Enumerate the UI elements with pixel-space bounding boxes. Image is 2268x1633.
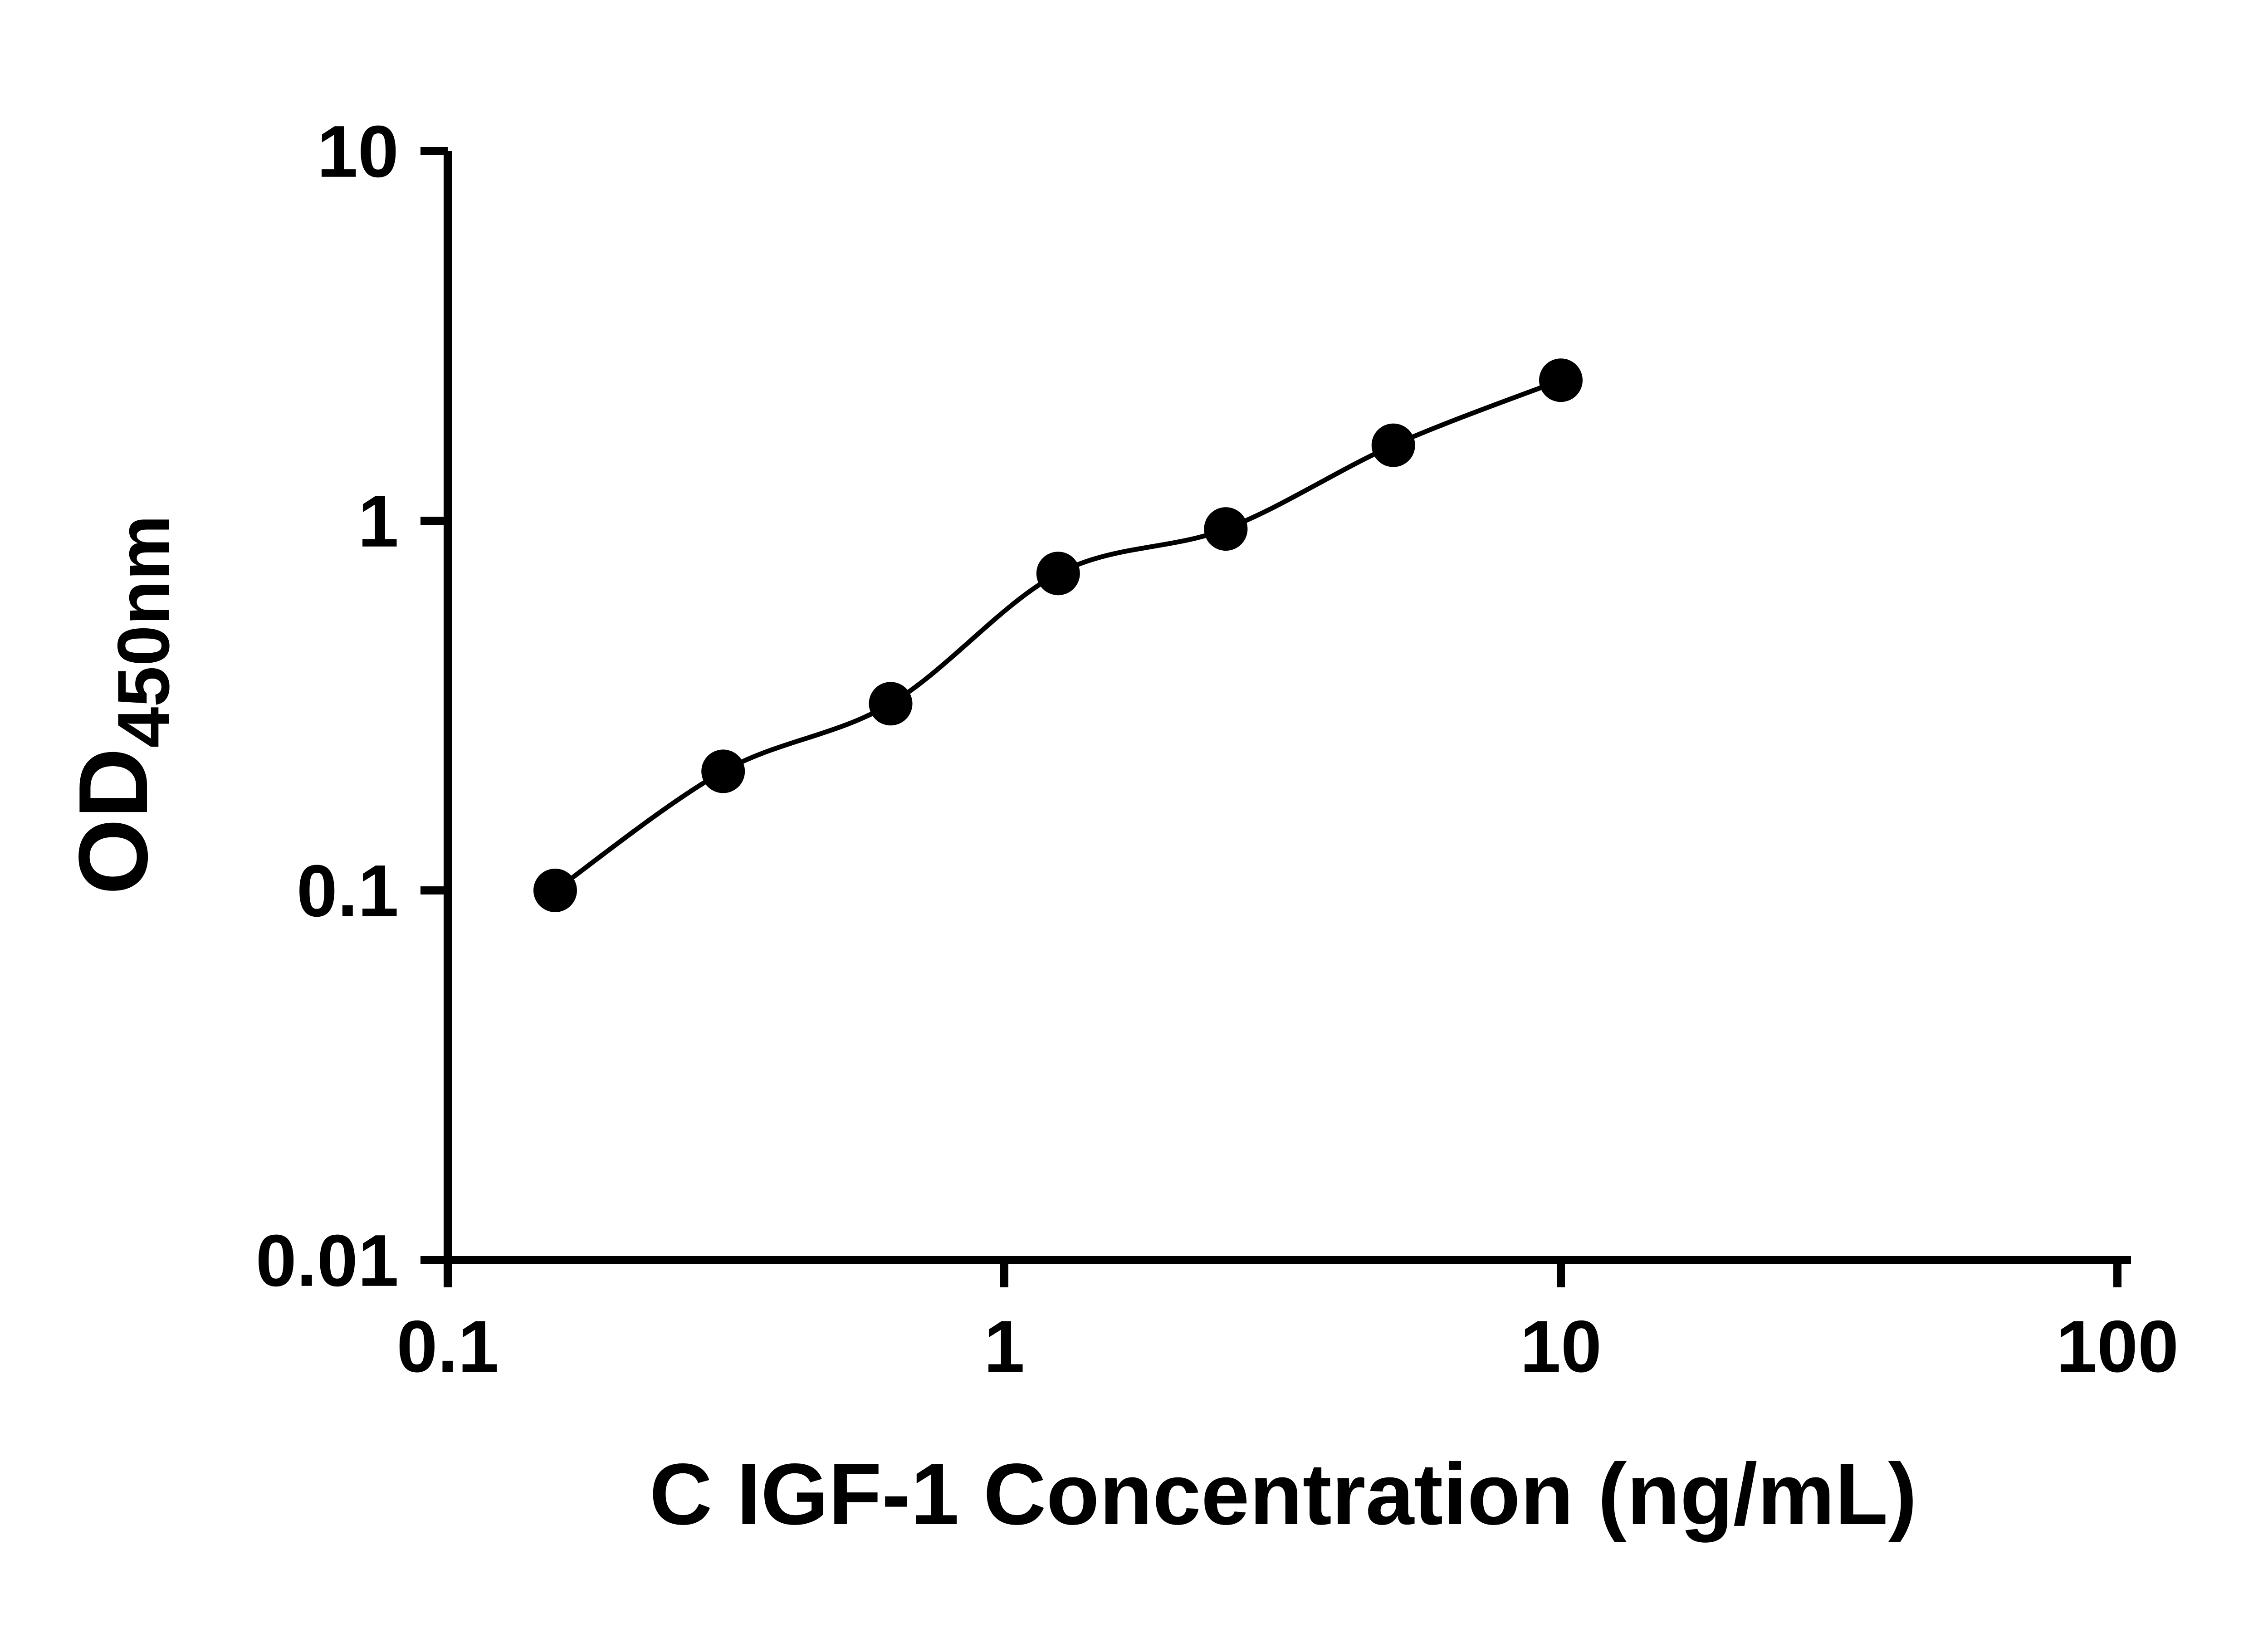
data-point bbox=[701, 749, 745, 793]
axes-line bbox=[444, 151, 2131, 1264]
data-point bbox=[1371, 423, 1415, 467]
data-point bbox=[869, 682, 913, 726]
data-point bbox=[533, 868, 577, 912]
y-tick-label: 10 bbox=[317, 111, 399, 193]
x-tick-label: 10 bbox=[1520, 1305, 1602, 1388]
x-axis-title: C IGF-1 Concentration (ng/mL) bbox=[650, 1445, 1917, 1543]
data-point bbox=[1204, 507, 1248, 551]
x-tick-label: 0.1 bbox=[396, 1305, 499, 1388]
data-points bbox=[533, 358, 1583, 912]
y-axis-title-subscript: 450nm bbox=[103, 515, 185, 748]
y-tick-label: 0.1 bbox=[297, 850, 399, 932]
y-axis-title: OD450nm bbox=[58, 515, 185, 895]
y-tick-label: 1 bbox=[358, 480, 399, 562]
x-tick-label: 100 bbox=[2056, 1305, 2179, 1388]
data-point bbox=[1036, 552, 1080, 596]
y-axis-ticks: 0.01 0.1 1 10 bbox=[256, 111, 448, 1302]
y-axis-title-main: OD bbox=[58, 748, 168, 895]
data-point bbox=[1539, 358, 1583, 402]
x-axis-ticks: 0.1 1 10 100 bbox=[396, 1260, 2179, 1388]
x-tick-label: 1 bbox=[984, 1305, 1025, 1388]
y-tick-label: 0.01 bbox=[256, 1220, 399, 1302]
